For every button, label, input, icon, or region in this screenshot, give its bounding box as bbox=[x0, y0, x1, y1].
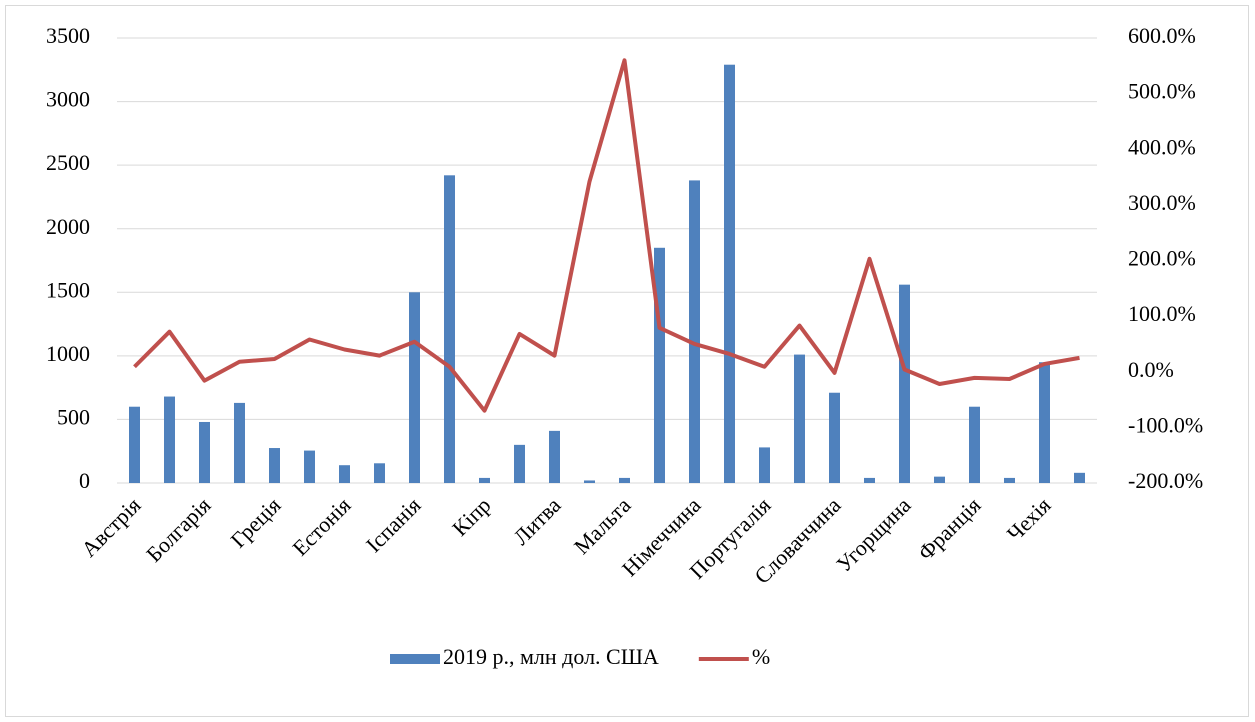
y2-tick-label: 0.0% bbox=[1128, 357, 1174, 382]
bar bbox=[164, 396, 175, 483]
legend-label: % bbox=[752, 644, 770, 669]
bar bbox=[234, 402, 245, 483]
y2-tick-label: -200.0% bbox=[1128, 468, 1203, 493]
bar bbox=[1039, 362, 1050, 483]
bar bbox=[269, 448, 280, 483]
y-tick-label: 500 bbox=[57, 404, 90, 429]
bar bbox=[479, 477, 490, 483]
legend-label: 2019 р., млн дол. США bbox=[443, 644, 659, 669]
bar bbox=[1074, 472, 1085, 483]
bar bbox=[724, 64, 735, 483]
y-tick-label: 2000 bbox=[46, 214, 90, 239]
bar bbox=[899, 284, 910, 483]
bar bbox=[514, 444, 525, 483]
bar bbox=[969, 406, 980, 483]
y2-tick-label: 100.0% bbox=[1128, 301, 1196, 326]
line bbox=[133, 58, 1080, 413]
bar bbox=[689, 180, 700, 483]
y2-tick-label: 500.0% bbox=[1128, 79, 1196, 104]
y2-tick-label: 300.0% bbox=[1128, 190, 1196, 215]
y-tick-label: 2500 bbox=[46, 150, 90, 175]
bar bbox=[339, 465, 350, 483]
bar bbox=[829, 392, 840, 483]
y2-tick-label: -100.0% bbox=[1128, 412, 1203, 437]
bar bbox=[794, 354, 805, 483]
bar bbox=[444, 175, 455, 484]
chart-border bbox=[5, 5, 1249, 717]
bar bbox=[129, 406, 140, 483]
bar bbox=[584, 480, 595, 483]
y2-tick-label: 600.0% bbox=[1128, 23, 1196, 48]
y-tick-label: 3000 bbox=[46, 87, 90, 112]
y2-tick-label: 400.0% bbox=[1128, 134, 1196, 159]
y2-tick-label: 200.0% bbox=[1128, 246, 1196, 271]
y-tick-label: 0 bbox=[79, 468, 90, 493]
bar bbox=[654, 247, 665, 483]
bar bbox=[1004, 477, 1015, 483]
bar bbox=[549, 430, 560, 483]
bar bbox=[304, 450, 315, 483]
bar bbox=[934, 476, 945, 483]
y-tick-label: 1500 bbox=[46, 277, 90, 302]
bar bbox=[409, 292, 420, 483]
bar bbox=[619, 477, 630, 483]
bar bbox=[759, 447, 770, 483]
bar bbox=[374, 463, 385, 483]
y-tick-label: 3500 bbox=[46, 23, 90, 48]
bar bbox=[864, 477, 875, 483]
bar bbox=[199, 421, 210, 483]
legend-swatch bbox=[390, 654, 440, 664]
y-tick-label: 1000 bbox=[46, 341, 90, 366]
